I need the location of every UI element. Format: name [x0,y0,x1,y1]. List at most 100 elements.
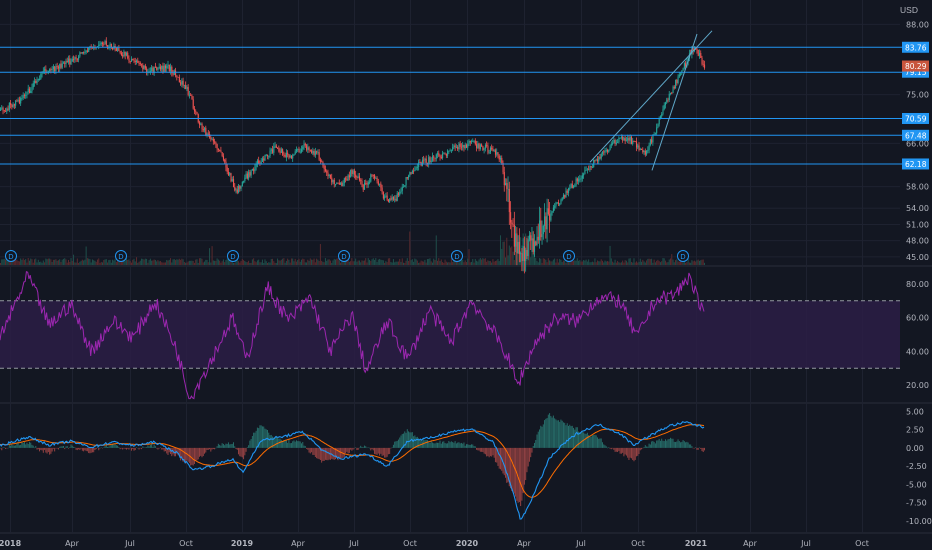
candle-body [273,146,275,153]
volume-bar [376,262,378,265]
candle-body [146,68,148,73]
macd-histogram-bar [123,447,125,449]
volume-bar [677,261,679,265]
candle-body [246,173,248,179]
dividend-marker[interactable] [677,250,689,262]
candle-body [652,134,654,143]
volume-bar [1,259,3,265]
volume-bar [619,262,621,265]
dividend-marker-label: D [118,253,123,261]
candle-body [379,183,381,185]
macd-histogram-bar [374,447,376,454]
macd-histogram-bar [269,435,271,448]
volume-bar [507,255,509,265]
macd-histogram-bar [56,447,58,449]
candle-body [414,169,416,172]
candle-body [59,63,61,69]
macd-histogram-bar [69,447,71,448]
macd-axis-label: 0.00 [906,444,924,453]
volume-bar [399,258,401,265]
candle-body [425,158,427,163]
candle-body [187,87,189,95]
candle-body [682,68,684,71]
dividend-marker[interactable] [227,250,239,262]
candle-body [445,154,447,156]
macd-line[interactable] [0,421,705,520]
macd-histogram-bar [78,447,80,450]
volume-bar [11,260,13,265]
volume-bar [300,259,302,265]
candle-body [619,137,621,139]
dividend-marker[interactable] [115,250,127,262]
macd-histogram-bar [569,424,571,448]
macd-histogram-bar [191,447,193,465]
volume-bar [249,262,251,265]
macd-histogram-bar [98,447,100,451]
dividend-marker[interactable] [451,250,463,262]
macd-histogram-bar [1,447,3,451]
macd-histogram-bar [607,447,609,449]
volume-bar [89,259,91,265]
macd-histogram-bar [59,446,61,448]
macd-histogram-bar [274,436,276,448]
volume-bar [220,262,222,265]
price-axis-label: 88.00 [906,20,929,29]
dividend-marker[interactable] [338,250,350,262]
candle-body [328,174,330,177]
candle-body [520,253,522,255]
macd-histogram-bar [497,447,499,466]
macd-histogram-bar [604,445,606,448]
macd-histogram-bar [474,446,476,448]
candle-body [363,182,366,190]
candle-body [120,52,123,55]
macd-histogram-bar [658,438,660,448]
macd-signal-line[interactable] [0,424,705,498]
dividend-marker[interactable] [5,250,17,262]
volume-bar [244,260,246,265]
volume-bar [141,258,143,265]
macd-histogram-bar [453,442,455,448]
volume-bar [190,260,192,265]
volume-bar [590,262,592,265]
candle-body [50,69,52,70]
macd-histogram-bar [525,447,527,481]
macd-panel[interactable] [0,413,705,520]
macd-histogram-bar [176,447,178,454]
volume-bar [328,259,330,265]
volume-bar [452,261,454,265]
volume-bar [547,258,549,265]
macd-histogram-bar [238,447,240,455]
candle-body [549,214,551,221]
candle-body [331,177,333,183]
time-axis-label: 2018 [0,539,22,548]
volume-bar [625,260,627,265]
volume-bar [207,262,209,265]
rsi-panel[interactable] [0,271,900,400]
macd-histogram-bar [405,432,407,448]
volume-bar [406,258,408,265]
volume-bar [539,258,541,265]
candle-body [599,157,601,159]
macd-histogram-bar [494,447,496,463]
candle-body [270,149,272,151]
candle-body [657,124,659,128]
macd-histogram-bar [520,447,522,507]
trend-line-lower[interactable] [651,33,698,171]
volume-bar [212,260,214,265]
candle-body [366,183,368,185]
volume-bar [334,259,336,265]
time-axis-label: Jul [124,539,135,548]
rsi-line[interactable] [0,271,705,400]
volume-bar [379,258,381,265]
macd-histogram-bar [458,442,460,448]
candle-body [275,145,277,148]
macd-histogram-bar [686,441,688,448]
volume-bar [367,258,369,265]
dividend-marker[interactable] [563,250,575,262]
trend-line-upper[interactable] [589,30,713,163]
macd-histogram-bar [379,447,381,456]
candle-body [491,147,493,150]
candle-body [479,144,481,149]
